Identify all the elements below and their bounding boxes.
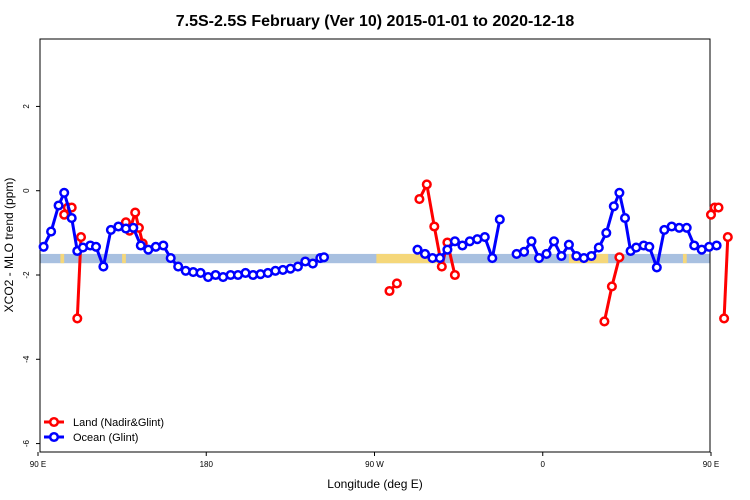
- x-tick-label: 90 W: [365, 460, 384, 469]
- x-axis-label: Longitude (deg E): [327, 477, 422, 491]
- series-ocean-point: [90, 241, 102, 252]
- chart-title: 7.5S-2.5S February (Ver 10) 2015-01-01 t…: [176, 13, 575, 30]
- legend-item-ocean: Ocean (Glint): [44, 431, 138, 444]
- y-axis-label: XCO2 - MLO trend (ppm): [2, 178, 16, 313]
- series-ocean-point: [128, 222, 139, 233]
- series-ocean-point: [556, 250, 567, 262]
- series-ocean-point: [601, 227, 612, 238]
- series-ocean-point: [38, 241, 49, 252]
- series-land-point: [599, 316, 610, 327]
- series-ocean-point: [681, 222, 692, 233]
- series-ocean-point: [442, 244, 453, 255]
- series-ocean-point: [292, 261, 303, 272]
- series-ocean-point: [619, 213, 631, 224]
- series-ocean-point: [644, 241, 655, 252]
- series-ocean-point: [586, 250, 597, 262]
- series-land-line: [722, 237, 730, 319]
- series-ocean-point: [59, 187, 70, 198]
- series-ocean: [38, 187, 722, 283]
- series-ocean-point: [526, 236, 537, 247]
- series-ocean-point: [457, 240, 468, 251]
- series-land-point: [414, 194, 425, 205]
- y-tick-label: 0: [22, 188, 31, 193]
- series-land-point: [449, 269, 460, 281]
- y-tick-label: 2: [22, 104, 31, 109]
- series-land-point: [421, 179, 432, 190]
- land-band-segment: [122, 253, 126, 264]
- series-ocean-point: [651, 262, 662, 273]
- land-band-segment: [682, 253, 687, 264]
- series-layer: [38, 179, 733, 327]
- legend-item-land: Land (Nadir&Glint): [44, 416, 164, 429]
- series-land-point: [436, 261, 447, 272]
- series-land-point: [614, 252, 625, 263]
- x-tick-label: 90 E: [30, 460, 46, 469]
- series-land: [59, 179, 733, 327]
- series-land-point: [719, 313, 730, 324]
- series-ocean-point: [449, 236, 460, 247]
- series-ocean-point: [98, 261, 109, 272]
- series-ocean-point: [419, 248, 431, 259]
- series-ocean-point: [519, 246, 530, 257]
- series-ocean-point: [66, 213, 77, 224]
- series-ocean-point: [541, 248, 552, 259]
- series-ocean-point: [608, 201, 619, 212]
- x-tick-label: 180: [200, 460, 214, 469]
- series-ocean-point: [165, 253, 176, 264]
- legend-ocean-marker: [48, 431, 60, 443]
- legend-land-marker: [48, 416, 60, 428]
- series-ocean-point: [689, 240, 700, 251]
- series-ocean-point: [494, 214, 505, 225]
- series-ocean-point: [412, 244, 423, 255]
- series-land-point: [72, 313, 83, 324]
- series-ocean-line: [42, 191, 325, 279]
- series-land-point: [391, 278, 402, 289]
- land-ocean-band: [40, 253, 710, 264]
- series-ocean-point: [711, 240, 722, 251]
- series-ocean-point: [135, 240, 146, 251]
- series-ocean-point: [158, 240, 169, 251]
- x-tick-label: 90 E: [703, 460, 719, 469]
- series-ocean-point: [318, 252, 330, 263]
- series-ocean-point: [593, 242, 604, 253]
- series-ocean-point: [53, 200, 64, 211]
- y-axis: 2 0 -2 -4 -6: [22, 104, 40, 447]
- series-ocean-point: [434, 253, 445, 264]
- series-land-point: [384, 285, 395, 297]
- legend-land-label: Land (Nadir&Glint): [73, 417, 164, 429]
- series-ocean-point: [533, 253, 545, 264]
- y-tick-label: -4: [22, 355, 31, 363]
- series-land-point: [429, 221, 440, 232]
- series-land-point: [713, 202, 724, 213]
- land-band-segment: [60, 253, 65, 264]
- series-ocean-point: [479, 232, 490, 243]
- series-ocean-point: [46, 226, 57, 237]
- series-ocean-point: [487, 253, 498, 264]
- y-tick-label: -6: [22, 439, 31, 447]
- legend: Land (Nadir&Glint) Ocean (Glint): [44, 416, 164, 444]
- legend-ocean-label: Ocean (Glint): [73, 432, 138, 444]
- series-land-point: [130, 207, 141, 218]
- series-land-point: [75, 232, 87, 243]
- x-axis: 90 E 180 90 W 0 90 E: [30, 452, 719, 469]
- series-ocean-point: [563, 239, 574, 250]
- y-tick-label: -2: [22, 271, 31, 279]
- series-land-point: [606, 281, 617, 292]
- series-ocean-point: [195, 267, 206, 278]
- series-ocean-point: [548, 236, 560, 247]
- series-land-point: [722, 232, 733, 243]
- x-tick-label: 0: [541, 460, 546, 469]
- series-ocean-point: [173, 261, 184, 272]
- series-ocean-point: [614, 187, 625, 198]
- ocean-band: [40, 253, 710, 264]
- land-band-segment: [376, 253, 440, 264]
- series-ocean-point: [307, 258, 318, 269]
